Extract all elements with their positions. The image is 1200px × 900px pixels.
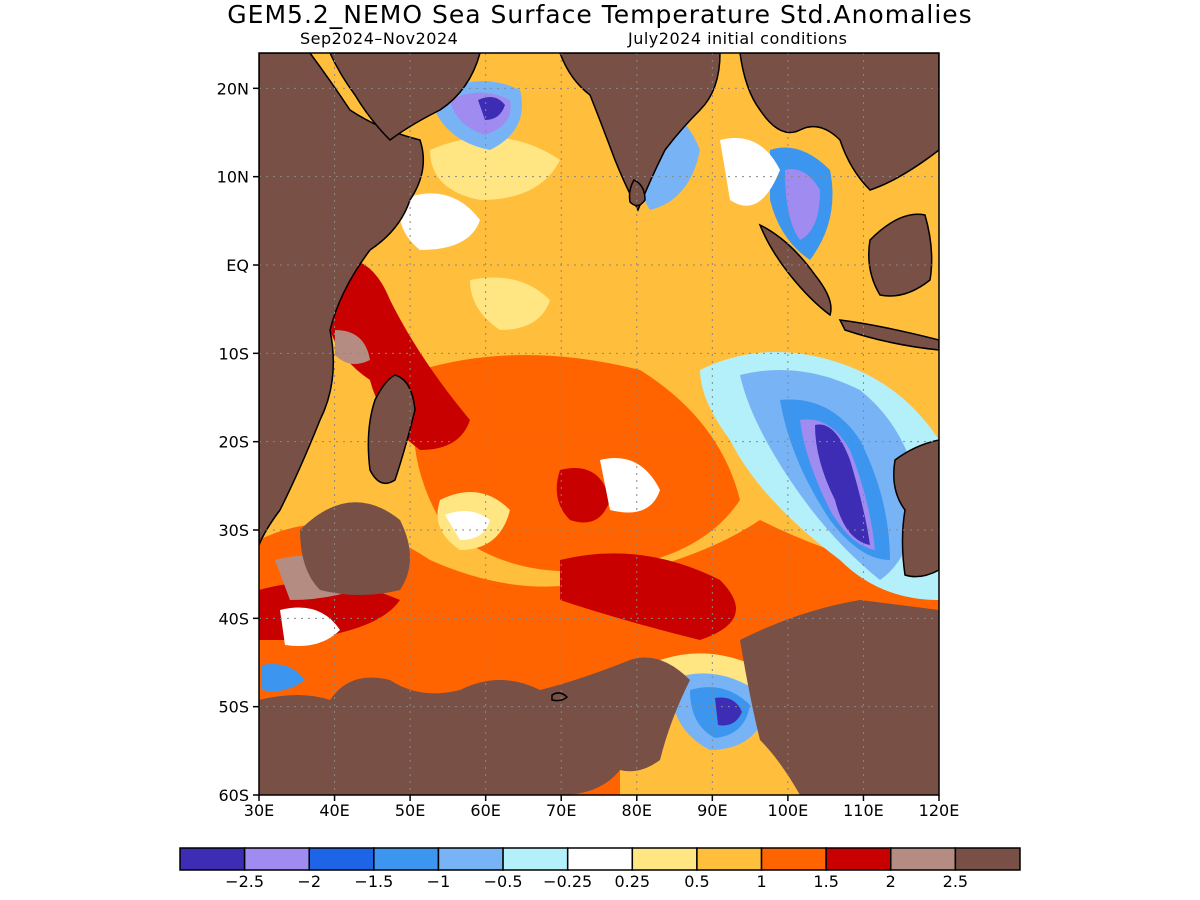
legend-swatch [502,847,569,871]
legend-label: −0.25 [543,872,592,891]
lon-tick-label: 120E [919,801,960,820]
land-africa [259,53,425,546]
lon-tick-label: 30E [244,801,274,820]
legend-label: 0.5 [684,872,709,891]
legend-label: −2 [297,872,321,891]
initial-conditions: July2024 initial conditions [628,29,848,48]
lat-tick-label: 30S [218,521,249,540]
legend-swatch [437,847,504,871]
legend-label: −1 [427,872,451,891]
legend-swatch [890,847,957,871]
anomaly-lavender-andaman [785,169,820,240]
lat-tick-label: 60S [218,786,249,805]
anomaly-neutral-arabian-sea [399,193,480,250]
land-mask-southwest [300,502,410,595]
anomaly-red-central [556,468,610,523]
anomaly-neutral-southcentral [445,511,490,540]
anomaly-deep-blue-arabian [478,96,505,120]
land-arabia [329,53,481,141]
lat-tick-label: 10N [217,168,249,187]
lon-tick-label: 40E [319,801,349,820]
anomaly-cream-central [470,277,550,330]
lon-tick-label: 60E [470,801,500,820]
legend-swatch [373,847,440,871]
legend-swatch [566,847,634,871]
anomaly-cream-arabian-sea [430,137,560,200]
anomaly-red-madagascar [330,258,470,450]
anomaly-neutral-southwest [280,607,340,646]
lat-tick-label: 10S [218,344,249,363]
land-borneo [868,213,933,297]
legend-label: 0.25 [614,872,650,891]
anomaly-red-south [560,553,736,640]
anomaly-deep-blue-south [715,697,742,726]
longitude-axis: 30E 40E 50E 60E 70E 80E 90E 100E 110E 120E [244,795,960,820]
lon-tick-label: 100E [768,801,809,820]
land-madagascar [367,374,416,485]
legend-label: −2.5 [225,872,264,891]
anomaly-neutral-bengal [720,138,780,206]
legend-swatch [825,847,892,871]
anomaly-neutral-central [600,458,660,513]
lon-tick-label: 70E [546,801,576,820]
gridlines [259,53,939,795]
legend-label: 2.5 [943,872,968,891]
anomaly-blue-southwest [262,664,305,692]
land-sri-lanka [628,179,646,207]
legend-label: 1.5 [813,872,838,891]
land-sumatra [758,223,832,317]
land-australia [893,439,939,578]
land-mask-southeast [740,600,939,795]
lat-tick-label: 20N [217,79,249,98]
legend-swatch [760,847,827,871]
latitude-axis: 20N 10N EQ 10S 20S 30S 40S 50S 60S [217,79,259,805]
lon-tick-label: 80E [622,801,652,820]
lat-tick-label: 50S [218,698,249,717]
lon-tick-label: 50E [395,801,425,820]
lat-tick-label: 40S [218,609,249,628]
legend-label: −1.5 [354,872,393,891]
land-mask-southern-ocean [259,657,690,795]
legend-label: 2 [886,872,896,891]
legend-swatch [243,847,310,871]
land-southeast-asia [739,53,939,191]
lon-tick-label: 110E [843,801,884,820]
legend-swatch [308,847,375,871]
land-java [838,319,939,351]
land-india [559,53,721,212]
map-frame [258,52,940,796]
legend-swatch [179,847,246,871]
legend-swatch [954,847,1021,871]
anomaly-deep-blue-east [815,424,870,545]
anomaly-pink-madagascar [335,330,370,364]
map-title: GEM5.2_NEMO Sea Surface Temperature Std.… [227,0,973,29]
legend-label: 1 [756,872,766,891]
lon-tick-label: 90E [697,801,727,820]
legend-label: −0.5 [484,872,523,891]
land-masses [259,53,939,795]
kerguelen-island [551,692,569,702]
lat-tick-label: EQ [226,256,249,275]
lat-tick-label: 20S [218,433,249,452]
forecast-period: Sep2024–Nov2024 [300,29,459,48]
legend-swatch [631,847,698,871]
legend-swatch [696,847,763,871]
